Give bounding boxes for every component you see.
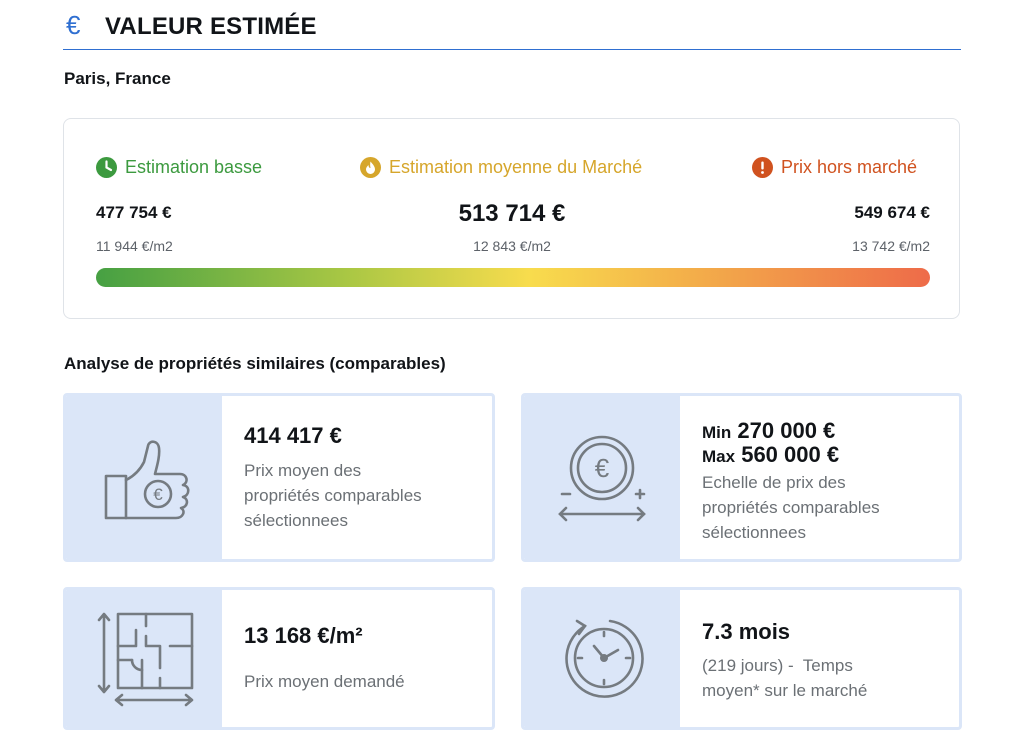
estimation-low-label: Estimation basse — [96, 156, 262, 178]
price-range-min: Min 270 000 € — [702, 420, 949, 444]
thumbs-up-euro-icon: € — [104, 440, 190, 520]
page-title: VALEUR ESTIMÉE — [105, 13, 317, 40]
stopwatch-icon — [565, 619, 644, 698]
price-range-max: Max 560 000 € — [702, 444, 949, 468]
description-line: moyen* sur le marché — [702, 681, 868, 700]
description-line: propriétés comparables — [702, 498, 880, 517]
max-value: 560 000 € — [741, 442, 840, 467]
euro-icon: € — [66, 10, 81, 40]
description-line: sélectionnees — [702, 523, 806, 542]
location-label: Paris, France — [64, 69, 171, 88]
price-per-sqm-description: Prix moyen demandé — [244, 669, 482, 694]
average-price-value: 414 417 € — [244, 423, 342, 448]
price-per-sqm-value: 13 168 €/m² — [244, 623, 363, 648]
description-line: (219 jours) - Temps — [702, 656, 853, 675]
estimation-mid-text: Estimation moyenne du Marché — [389, 157, 643, 177]
time-on-market-value: 7.3 mois — [702, 619, 791, 644]
description-line: Echelle de prix des — [702, 473, 846, 492]
description-line: sélectionnees — [244, 511, 348, 530]
price-per-sqm-low: 11 944 €/m2 — [96, 238, 173, 254]
min-value: 270 000 € — [737, 418, 836, 443]
comparable-price-range-card: € Min 270 000 € Max 560 000 € Echelle de… — [521, 393, 962, 562]
floor-plan-icon — [97, 612, 194, 707]
description-line: Prix moyen des — [244, 461, 362, 480]
svg-text:€: € — [153, 485, 163, 504]
estimation-high-label: Prix hors marché — [752, 156, 917, 178]
estimation-high-text: Prix hors marché — [781, 157, 918, 177]
comparable-average-price-card: € 414 417 € Prix moyen des propriétés co… — [63, 393, 495, 562]
price-range-gradient-bar — [96, 268, 930, 287]
description-line: propriétés comparables — [244, 486, 422, 505]
header-divider — [63, 49, 961, 50]
card-icon-panel: € — [66, 396, 222, 559]
average-price-description: Prix moyen des propriétés comparables sé… — [244, 458, 482, 533]
price-high: 549 674 € — [854, 203, 930, 222]
price-per-sqm-mid: 12 843 €/m2 — [473, 238, 551, 254]
time-on-market-card: 7.3 mois (219 jours) - Temps moyen* sur … — [521, 587, 962, 730]
max-label: Max — [702, 447, 736, 466]
svg-text:€: € — [595, 453, 610, 483]
flame-icon — [360, 156, 381, 178]
time-on-market-description: (219 jours) - Temps moyen* sur le marché — [702, 653, 949, 703]
price-per-sqm-high: 13 742 €/m2 — [852, 238, 930, 254]
description-line: Prix moyen demandé — [244, 672, 405, 691]
price-range-description: Echelle de prix des propriétés comparabl… — [702, 470, 949, 545]
comparable-price-per-sqm-card: 13 168 €/m² Prix moyen demandé — [63, 587, 495, 730]
card-icon-panel — [524, 590, 680, 727]
clock-icon — [96, 156, 117, 178]
comparables-section-title: Analyse de propriétés similaires (compar… — [64, 354, 446, 373]
min-label: Min — [702, 423, 732, 442]
card-icon-panel — [66, 590, 222, 727]
estimation-low-text: Estimation basse — [125, 157, 263, 177]
price-mid: 513 714 € — [458, 200, 566, 227]
estimation-card — [63, 118, 960, 319]
card-icon-panel: € — [524, 396, 680, 559]
estimation-mid-label: Estimation moyenne du Marché — [360, 156, 642, 178]
alert-icon — [752, 156, 773, 178]
euro-coin-range-icon: € — [558, 435, 646, 522]
price-low: 477 754 € — [96, 203, 172, 222]
